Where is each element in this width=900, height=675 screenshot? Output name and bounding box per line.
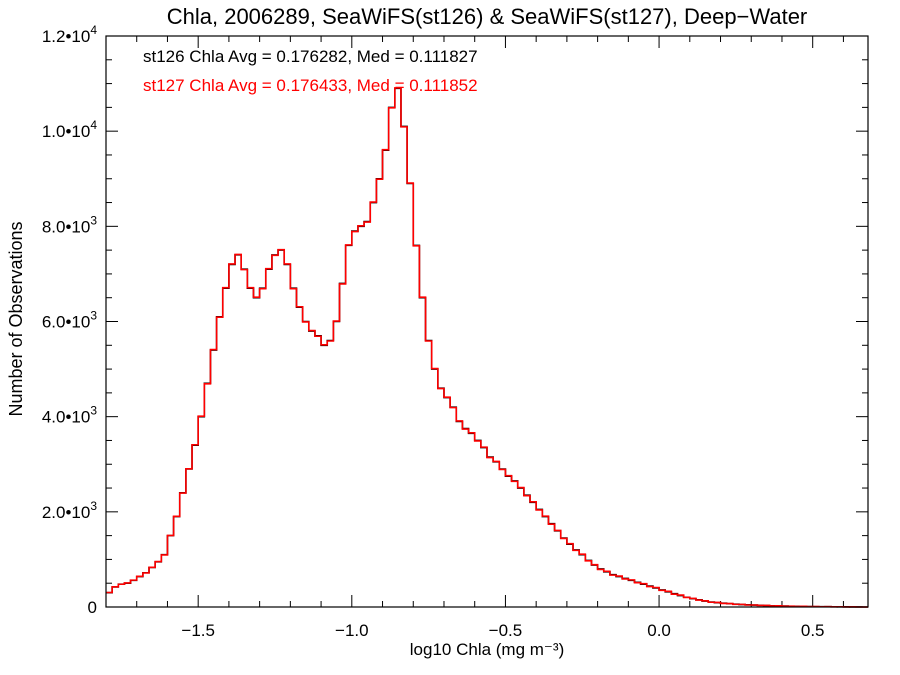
series-annotation-st126: st126 Chla Avg = 0.176282, Med = 0.11182… — [143, 47, 478, 66]
chart-title: Chla, 2006289, SeaWiFS(st126) & SeaWiFS(… — [167, 4, 808, 29]
y-tick-label: 1.0•104 — [42, 118, 98, 141]
x-tick-label: −1.5 — [181, 621, 215, 640]
series-annotation-st127: st127 Chla Avg = 0.176433, Med = 0.11185… — [143, 76, 478, 95]
x-axis-ticks: −1.5 −1.0 −0.5 0.0 0.5 — [105, 36, 844, 640]
y-tick-label: 6.0•103 — [42, 309, 98, 332]
y-axis-label: Number of Observations — [6, 221, 26, 416]
series-line-st127 — [106, 87, 868, 608]
x-tick-label: −1.0 — [335, 621, 369, 640]
y-tick-label: 0 — [88, 598, 97, 617]
x-tick-label: 0.0 — [647, 621, 671, 640]
y-tick-label: 1.2•104 — [42, 23, 98, 46]
plot-series — [106, 87, 868, 608]
y-axis-ticks: 0 2.0•103 4.0•103 6.0•103 8.0•103 1.0•104 1.2•… — [42, 23, 868, 617]
x-axis-label: log10 Chla (mg m⁻³) — [410, 640, 564, 659]
y-tick-label: 2.0•103 — [42, 499, 98, 522]
plot-frame — [105, 35, 869, 608]
y-tick-label: 4.0•103 — [42, 404, 98, 427]
y-tick-label: 8.0•103 — [42, 213, 98, 236]
x-tick-label: −0.5 — [489, 621, 523, 640]
x-tick-label: 0.5 — [801, 621, 825, 640]
